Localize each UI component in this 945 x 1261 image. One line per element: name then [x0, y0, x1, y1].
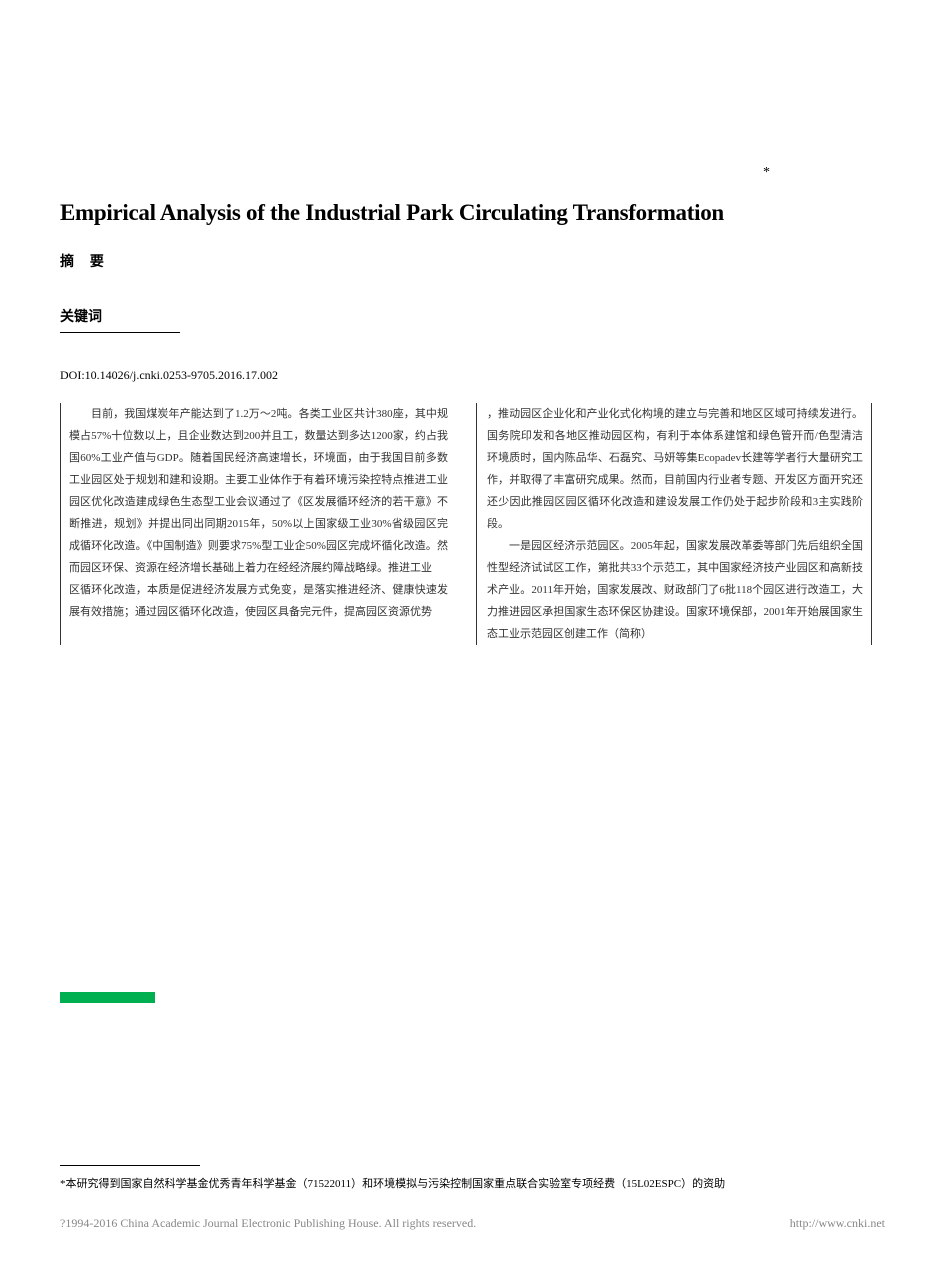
footnote-text: *本研究得到国家自然科学基金优秀青年科学基金（71522011）和环境模拟与污染…: [60, 1175, 725, 1191]
english-title: Empirical Analysis of the Industrial Par…: [60, 200, 885, 226]
doi-text: DOI:10.14026/j.cnki.0253-9705.2016.17.00…: [60, 368, 885, 383]
right-paragraph-2: 一是园区经济示范园区。2005年起，国家发展改革委等部门先后组织全国性型经济试试…: [487, 535, 863, 645]
page-content: * Empirical Analysis of the Industrial P…: [0, 0, 945, 685]
green-highlight-bar: [60, 992, 155, 1003]
left-paragraph-1: 目前，我国煤炭年产能达到了1.2万～2吨。各类工业区共计380座，其中规模占57…: [69, 403, 448, 579]
keywords-label: 关键词: [60, 306, 885, 326]
abstract-label: 摘 要: [60, 251, 885, 271]
body-columns: 目前，我国煤炭年产能达到了1.2万～2吨。各类工业区共计380座，其中规模占57…: [60, 403, 885, 645]
column-right: ，推动园区企业化和产业化式化构境的建立与完善和地区区域可持续发进行。国务院印发和…: [476, 403, 872, 645]
asterisk-marker: *: [763, 165, 770, 181]
footnote-separator: [60, 1165, 200, 1166]
column-left: 目前，我国煤炭年产能达到了1.2万～2吨。各类工业区共计380座，其中规模占57…: [60, 403, 456, 645]
left-paragraph-2: 区循环化改造，本质是促进经济发展方式免变，是落实推进经济、健康快速发展有效措施；…: [69, 579, 448, 623]
keywords-underline: [60, 332, 180, 333]
copyright-url: http://www.cnki.net: [790, 1216, 885, 1231]
right-paragraph-1: ，推动园区企业化和产业化式化构境的建立与完善和地区区域可持续发进行。国务院印发和…: [487, 403, 863, 535]
copyright-text: ?1994-2016 China Academic Journal Electr…: [60, 1216, 476, 1231]
